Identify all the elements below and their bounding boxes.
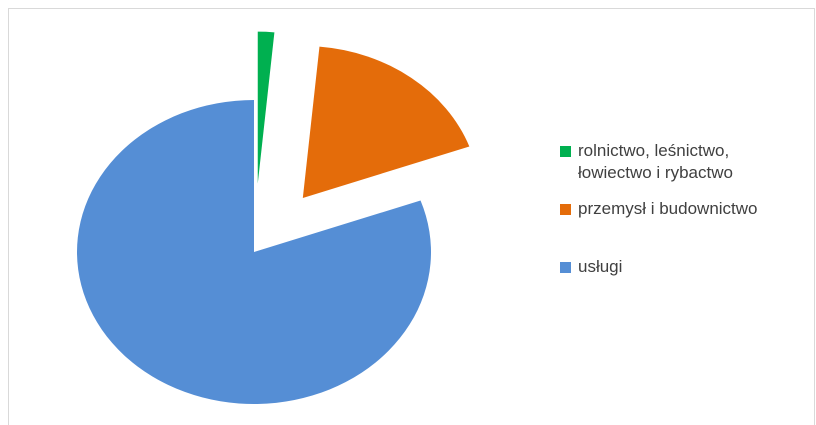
legend-label: przemysł i budownictwo [578,199,758,218]
legend-item: rolnictwo, leśnictwo, łowiectwo i rybact… [560,140,778,184]
legend-label: usługi [578,257,623,276]
pie-slice [77,100,432,404]
legend-swatch [560,146,571,157]
legend-item: usługi [560,256,778,278]
legend-item: przemysł i budownictwo [560,198,778,220]
pie-slice [302,46,470,198]
legend-label: rolnictwo, leśnictwo, łowiectwo i rybact… [578,141,733,182]
legend: rolnictwo, leśnictwo, łowiectwo i rybact… [560,140,800,278]
frame [8,8,815,425]
legend-swatch [560,204,571,215]
legend-swatch [560,262,571,273]
pie-slice [257,31,275,184]
